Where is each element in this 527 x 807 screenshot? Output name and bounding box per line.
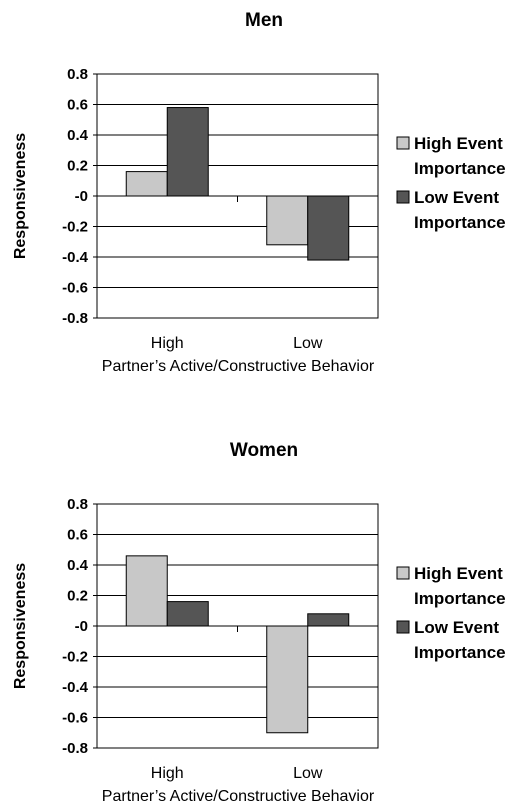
legend-swatch	[396, 136, 410, 150]
x-axis-label: Partner’s Active/Constructive Behavior	[102, 788, 375, 805]
y-tick-label: -0.8	[62, 740, 88, 757]
y-tick-label: 0.8	[67, 66, 88, 83]
y-tick-label: 0.4	[67, 557, 89, 574]
category-label: Low	[293, 335, 323, 352]
legend-label: Importance	[414, 643, 506, 662]
bar	[166, 601, 209, 627]
x-axis-label: Partner’s Active/Constructive Behavior	[102, 358, 375, 375]
legend-label: Low Event	[414, 618, 499, 637]
y-tick-label: -0.6	[62, 710, 88, 727]
chart-title: Women	[230, 440, 298, 461]
y-tick-label: 0.6	[67, 97, 88, 114]
bar	[307, 195, 350, 261]
y-tick-label: -0.4	[62, 249, 89, 266]
legend-label: Importance	[414, 589, 506, 608]
legend-swatch	[396, 190, 410, 204]
y-tick-label: 0.6	[67, 527, 88, 544]
legend-swatch	[396, 620, 410, 634]
y-tick-label: -0.2	[62, 219, 88, 236]
category-label: High	[151, 335, 184, 352]
y-axis-label: Responsiveness	[12, 563, 29, 689]
bar	[166, 107, 209, 197]
y-tick-label: -0.8	[62, 310, 88, 327]
legend-label: High Event	[414, 564, 503, 583]
y-tick-label: -0	[75, 618, 88, 635]
y-tick-label: 0.2	[67, 588, 88, 605]
bar	[125, 555, 168, 627]
legend-label: Importance	[414, 213, 506, 232]
chart-title: Men	[245, 10, 283, 31]
y-tick-label: 0.2	[67, 158, 88, 175]
legend-label: Low Event	[414, 188, 499, 207]
legend-label: Importance	[414, 159, 506, 178]
bar	[307, 613, 350, 627]
y-axis-label: Responsiveness	[12, 133, 29, 259]
y-tick-label: -0.2	[62, 649, 88, 666]
bar	[266, 625, 309, 734]
bar	[266, 195, 309, 246]
y-tick-label: -0	[75, 188, 88, 205]
y-tick-label: 0.8	[67, 496, 88, 513]
bar	[125, 171, 168, 197]
legend-swatch	[396, 566, 410, 580]
chart-women: Women Responsiveness Partner’s Active/Co…	[12, 440, 506, 805]
y-tick-label: 0.4	[67, 127, 89, 144]
legend-label: High Event	[414, 134, 503, 153]
y-tick-label: -0.6	[62, 280, 88, 297]
category-label: High	[151, 765, 184, 782]
chart-men: Men Responsiveness Partner’s Active/Cons…	[12, 10, 506, 375]
category-label: Low	[293, 765, 323, 782]
y-tick-label: -0.4	[62, 679, 89, 696]
